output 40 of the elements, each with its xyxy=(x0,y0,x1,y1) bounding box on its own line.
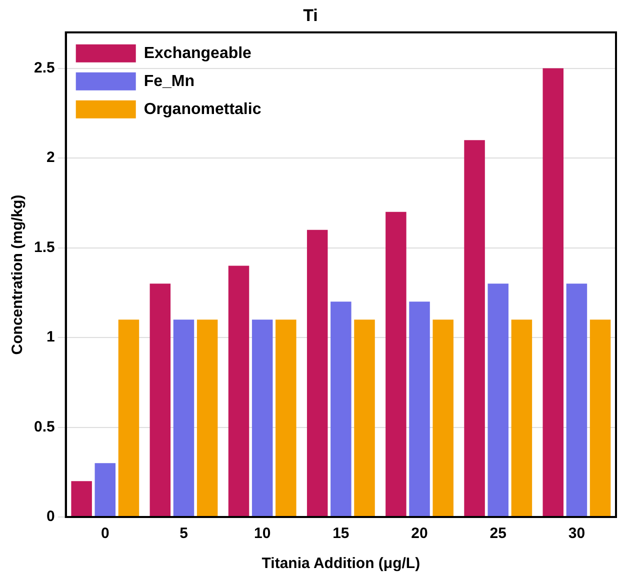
bar xyxy=(228,266,250,516)
x-tick-label: 15 xyxy=(332,525,350,542)
bar xyxy=(511,320,532,516)
bar xyxy=(566,284,588,516)
bar xyxy=(252,320,273,516)
y-axis-title: Concentration (mg/kg) xyxy=(9,194,26,355)
y-tick-label: 0.5 xyxy=(34,418,55,436)
bar xyxy=(276,320,296,516)
bar xyxy=(386,212,406,516)
bar xyxy=(306,230,328,516)
bar xyxy=(488,284,508,516)
bar xyxy=(409,302,430,516)
x-tick-label: 10 xyxy=(254,525,271,542)
legend-label: Organomettalic xyxy=(144,100,262,118)
bar xyxy=(432,320,454,516)
bar xyxy=(542,68,564,516)
bar xyxy=(173,320,194,516)
y-tick-label: 2.5 xyxy=(34,59,55,76)
bar xyxy=(330,302,352,516)
bar xyxy=(71,481,92,516)
y-tick-label: 1 xyxy=(46,328,55,346)
x-tick-label: 0 xyxy=(100,525,110,542)
legend-label: Fe_Mn xyxy=(144,72,195,90)
x-tick-label: 5 xyxy=(180,525,188,542)
bar xyxy=(354,320,375,516)
y-tick-label: 0 xyxy=(46,508,55,526)
x-tick-label: 25 xyxy=(490,525,506,542)
chart-title: Ti xyxy=(303,6,318,25)
bar xyxy=(196,320,218,516)
legend-label: Exchangeable xyxy=(144,44,252,62)
bar xyxy=(464,140,485,516)
y-tick-label: 1.5 xyxy=(34,238,55,256)
x-axis-title: Titania Addition (μg/L) xyxy=(262,555,420,572)
bar xyxy=(118,320,140,516)
y-tick-label: 2 xyxy=(46,149,55,166)
bar xyxy=(150,284,171,516)
x-tick-label: 20 xyxy=(411,525,428,542)
bar xyxy=(590,320,611,516)
bar xyxy=(94,463,116,516)
x-tick-label: 30 xyxy=(568,525,586,542)
